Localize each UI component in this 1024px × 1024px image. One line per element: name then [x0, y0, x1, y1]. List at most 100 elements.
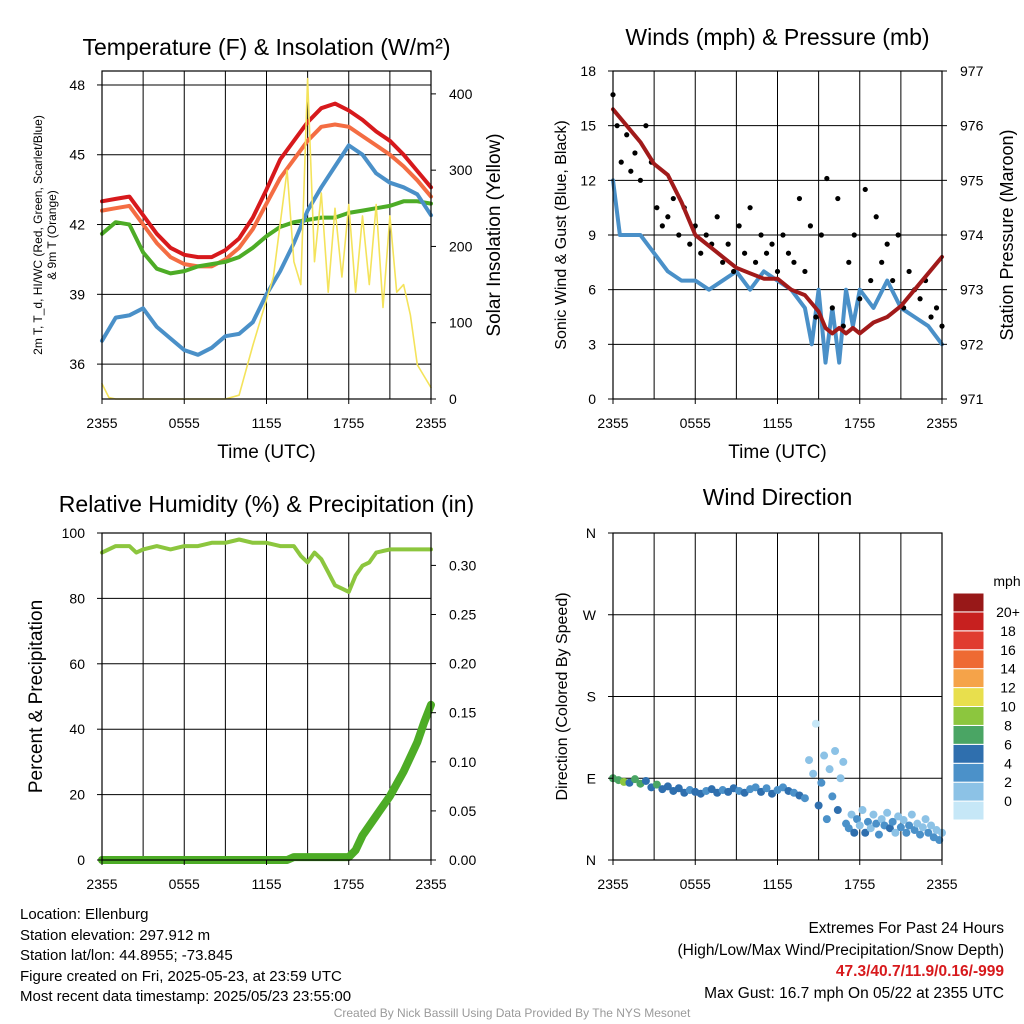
- gust-point: [829, 305, 835, 311]
- colorbar-label: 6: [1004, 736, 1012, 752]
- y2-tick-label: 0.15: [449, 705, 476, 721]
- y-tick-label: 0: [588, 391, 596, 407]
- direction-point: [825, 765, 834, 774]
- direction-point: [921, 815, 930, 824]
- y-tick-label: N: [586, 525, 596, 541]
- x-tick-label: 2355: [926, 415, 957, 431]
- y-tick-label: 60: [69, 656, 85, 672]
- y2-tick-label: 0.00: [449, 852, 476, 868]
- extremes-subheading: (High/Low/Max Wind/Precipitation/Snow De…: [677, 941, 1005, 959]
- chart-title: Relative Humidity (%) & Precipitation (i…: [59, 491, 474, 517]
- y2-tick-label: 100: [449, 315, 473, 331]
- gust-point: [676, 232, 682, 238]
- gust-point: [670, 195, 676, 202]
- gust-point: [763, 250, 770, 256]
- max-gust-text: Max Gust: 16.7 mph On 05/22 at 2355 UTC: [704, 984, 1004, 1002]
- gust-point: [643, 123, 649, 129]
- x-tick-label: 1155: [762, 876, 792, 892]
- direction-point: [855, 821, 864, 830]
- direction-point: [847, 810, 856, 819]
- gust-point: [736, 223, 742, 229]
- direction-point: [674, 784, 683, 793]
- y2-tick-label: 400: [449, 86, 473, 102]
- x-tick-label: 1155: [762, 415, 792, 431]
- y-axis-label: 2m T, T_d, HI/WC (Red, Green, Scarlet/Bl…: [31, 115, 59, 355]
- y2-axis-label: Solar Insolation (Yellow): [484, 133, 505, 336]
- colorbar-label: 14: [1000, 661, 1016, 677]
- gust-point: [747, 205, 753, 211]
- direction-point: [831, 747, 840, 755]
- gust-point: [807, 223, 814, 229]
- chart-title: Temperature (F) & Insolation (W/m²): [82, 34, 450, 60]
- direction-point: [814, 801, 823, 810]
- y2-tick-label: 974: [960, 227, 984, 243]
- x-axis-label: Time (UTC): [217, 442, 316, 463]
- y-axis-label: Direction (Colored By Speed): [554, 592, 571, 800]
- colorbar-label: 18: [1000, 623, 1016, 639]
- gust-point: [687, 241, 693, 247]
- colorbar-segment: [952, 668, 985, 689]
- x-tick-label: 2355: [597, 876, 628, 892]
- y-axis-label-line: 2m T, T_d, HI/WC (Red, Green, Scarlet/Bl…: [31, 115, 45, 355]
- direction-point: [902, 828, 911, 837]
- station-info: Location: Ellenburg Station elevation: 2…: [20, 905, 351, 1008]
- direction-point: [907, 810, 916, 819]
- colorbar-segment: [952, 592, 985, 613]
- series-line: [100, 122, 433, 269]
- gust-point: [846, 259, 852, 265]
- direction-point: [935, 836, 944, 845]
- direction-point: [828, 792, 837, 801]
- colorbar-label: 4: [1004, 755, 1012, 771]
- x-tick-label: 2355: [415, 415, 446, 431]
- colorbar-segment: [952, 706, 985, 726]
- location-text: Location: Ellenburg: [20, 906, 149, 923]
- colorbar-segment: [952, 611, 985, 632]
- gust-point: [873, 214, 879, 220]
- colorbar-label: 12: [1000, 680, 1016, 696]
- chart-title: Wind Direction: [703, 484, 853, 510]
- gust-point: [813, 314, 819, 320]
- gust-point: [868, 277, 874, 284]
- series-line: [100, 143, 433, 357]
- colorbar-title: mph: [993, 573, 1020, 589]
- y2-tick-label: 200: [449, 238, 473, 254]
- direction-point: [896, 823, 905, 832]
- gust-point: [637, 177, 644, 183]
- x-tick-label: 1755: [844, 415, 875, 431]
- gust-point: [785, 250, 792, 256]
- direction-point: [751, 783, 760, 792]
- y-tick-label: 18: [580, 63, 596, 79]
- colorbar-segment: [952, 724, 985, 745]
- gust-point: [906, 268, 912, 275]
- colorbar-segment: [952, 762, 985, 783]
- winds-pressure-panel: 2355 0555 1155 1755 235503691215189719729739…: [553, 24, 1017, 463]
- gust-point: [769, 241, 775, 247]
- elevation-text: Station elevation: 297.912 m: [20, 926, 211, 944]
- series-line: [100, 101, 433, 260]
- gust-point: [703, 232, 709, 238]
- y2-tick-label: 975: [960, 172, 984, 188]
- series-line: [611, 107, 944, 336]
- humidity-precipitation-panel: 2355 0555 1155 1755 23550204060801000.000.05…: [26, 491, 476, 892]
- gust-point: [720, 259, 726, 265]
- y2-tick-label: 300: [449, 162, 473, 178]
- direction-point: [883, 808, 892, 817]
- gust-point: [742, 250, 748, 256]
- x-tick-label: 2355: [597, 415, 628, 431]
- y2-tick-label: 0.10: [449, 754, 476, 770]
- direction-point: [874, 830, 883, 839]
- colorbar-segment: [952, 687, 985, 707]
- gust-point: [857, 296, 863, 302]
- gust-point: [624, 132, 630, 138]
- gust-point: [818, 232, 824, 238]
- x-tick-label: 0555: [680, 876, 711, 892]
- gust-point: [654, 205, 660, 211]
- colorbar-segment: [952, 781, 985, 802]
- direction-point: [924, 828, 933, 837]
- x-tick-label: 1755: [333, 876, 364, 892]
- y-tick-label: E: [587, 770, 596, 786]
- gust-point: [698, 250, 704, 256]
- direction-point: [817, 778, 826, 787]
- gust-point: [802, 268, 808, 275]
